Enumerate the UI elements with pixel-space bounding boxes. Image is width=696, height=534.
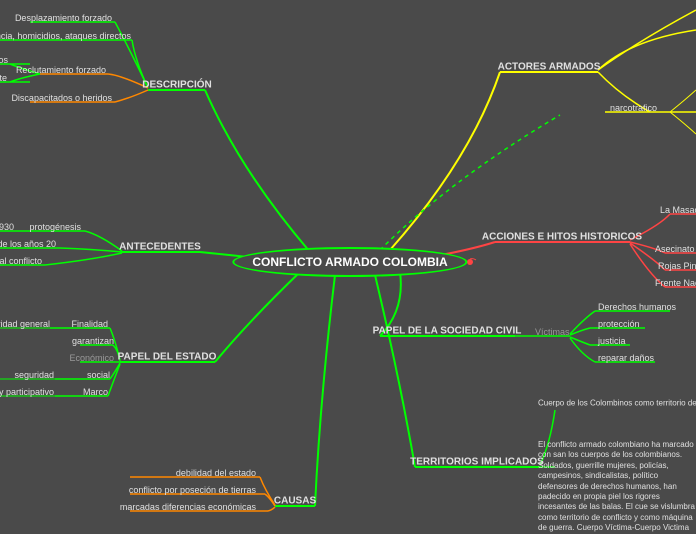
branch-actores[interactable]: ACTORES ARMADOS — [498, 62, 601, 73]
center-node[interactable]: CONFLICTO ARMADO COLOMBIA — [232, 247, 467, 277]
leaf: Rojas Pini — [658, 261, 696, 271]
leaf: Asecinato d — [655, 244, 696, 254]
leaf: a de los años 20 — [0, 239, 56, 249]
leaf: olencia, homicidios, ataques directos — [0, 31, 131, 41]
leaf: narcotrafico — [610, 103, 657, 113]
leaf: 1930 — [0, 222, 14, 232]
leaf: Desplazamiento forzado — [15, 13, 112, 23]
territory-title: Cuerpo de los Colombinos como territorio… — [538, 399, 696, 408]
branch-acciones[interactable]: ACCIONES E HITOS HISTORICOS — [482, 232, 642, 243]
leaf: justicia — [598, 336, 626, 346]
leaf: social — [87, 370, 110, 380]
leaf: Frente Nac — [655, 278, 696, 288]
leaf: debilidad del estado — [176, 468, 256, 478]
leaf: conflicto por poseción de tierras — [129, 485, 256, 495]
leaf: Discapacitados o heridos — [11, 93, 112, 103]
leaf: protección — [598, 319, 640, 329]
branch-papel-estado[interactable]: PAPEL DEL ESTADO — [118, 352, 217, 363]
leaf: marcadas diferencias económicas — [120, 502, 256, 512]
leaf: Finalidad — [71, 319, 108, 329]
leaf: protogénesis — [29, 222, 81, 232]
leaf: te — [0, 73, 7, 83]
leaf: o y participativo — [0, 387, 54, 397]
leaf: seguridad — [14, 370, 54, 380]
branch-causas[interactable]: CAUSAS — [274, 496, 316, 507]
leaf: Marco — [83, 387, 108, 397]
leaf: reparar daños — [598, 353, 654, 363]
leaf: os — [0, 55, 8, 65]
territory-body: El conflicto armado colombiano ha marcad… — [538, 440, 696, 534]
branch-territorios[interactable]: TERRITORIOS IMPLICADOS — [410, 457, 544, 468]
leaf: Reclutamiento forzado — [16, 65, 106, 75]
leaf: Económico — [69, 353, 114, 363]
branch-antecedentes[interactable]: ANTECEDENTES — [119, 242, 201, 253]
leaf: La Masacr — [660, 205, 696, 215]
leaf: ual conflicto — [0, 256, 42, 266]
leaf-victimas: Víctimas — [535, 327, 570, 337]
branch-sociedad[interactable]: PAPEL DE LA SOCIEDAD CIVIL — [373, 326, 522, 337]
leaf: Derechos humanos — [598, 302, 676, 312]
leaf: garantizan — [72, 336, 114, 346]
branch-descripcion[interactable]: DESCRIPCIÓN — [142, 80, 211, 91]
leaf: uridad general — [0, 319, 50, 329]
